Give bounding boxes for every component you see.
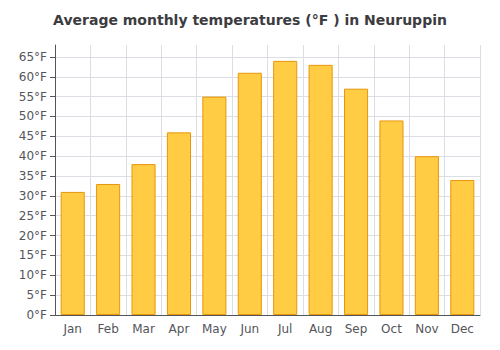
svg-text:Sep: Sep bbox=[345, 322, 368, 336]
svg-text:25°F: 25°F bbox=[19, 209, 47, 223]
svg-text:55°F: 55°F bbox=[19, 90, 47, 104]
svg-text:Mar: Mar bbox=[132, 322, 155, 336]
svg-text:65°F: 65°F bbox=[19, 50, 47, 64]
svg-text:40°F: 40°F bbox=[19, 149, 47, 163]
svg-text:15°F: 15°F bbox=[19, 248, 47, 262]
svg-text:Nov: Nov bbox=[415, 322, 438, 336]
svg-text:Aug: Aug bbox=[309, 322, 332, 336]
svg-text:35°F: 35°F bbox=[19, 169, 47, 183]
svg-text:20°F: 20°F bbox=[19, 229, 47, 243]
svg-text:0°F: 0°F bbox=[26, 308, 47, 322]
svg-text:60°F: 60°F bbox=[19, 70, 47, 84]
svg-text:Average monthly temperatures (: Average monthly temperatures (°F ) in Ne… bbox=[53, 12, 447, 28]
svg-text:Feb: Feb bbox=[98, 322, 119, 336]
svg-text:30°F: 30°F bbox=[19, 189, 47, 203]
svg-text:5°F: 5°F bbox=[26, 288, 47, 302]
svg-text:May: May bbox=[202, 322, 227, 336]
svg-text:Jan: Jan bbox=[62, 322, 82, 336]
svg-text:Jun: Jun bbox=[239, 322, 259, 336]
svg-text:Dec: Dec bbox=[451, 322, 474, 336]
svg-text:45°F: 45°F bbox=[19, 129, 47, 143]
svg-text:10°F: 10°F bbox=[19, 268, 47, 282]
svg-text:Jul: Jul bbox=[277, 322, 292, 336]
svg-text:Apr: Apr bbox=[169, 322, 190, 336]
svg-text:50°F: 50°F bbox=[19, 109, 47, 123]
svg-text:Oct: Oct bbox=[381, 322, 402, 336]
